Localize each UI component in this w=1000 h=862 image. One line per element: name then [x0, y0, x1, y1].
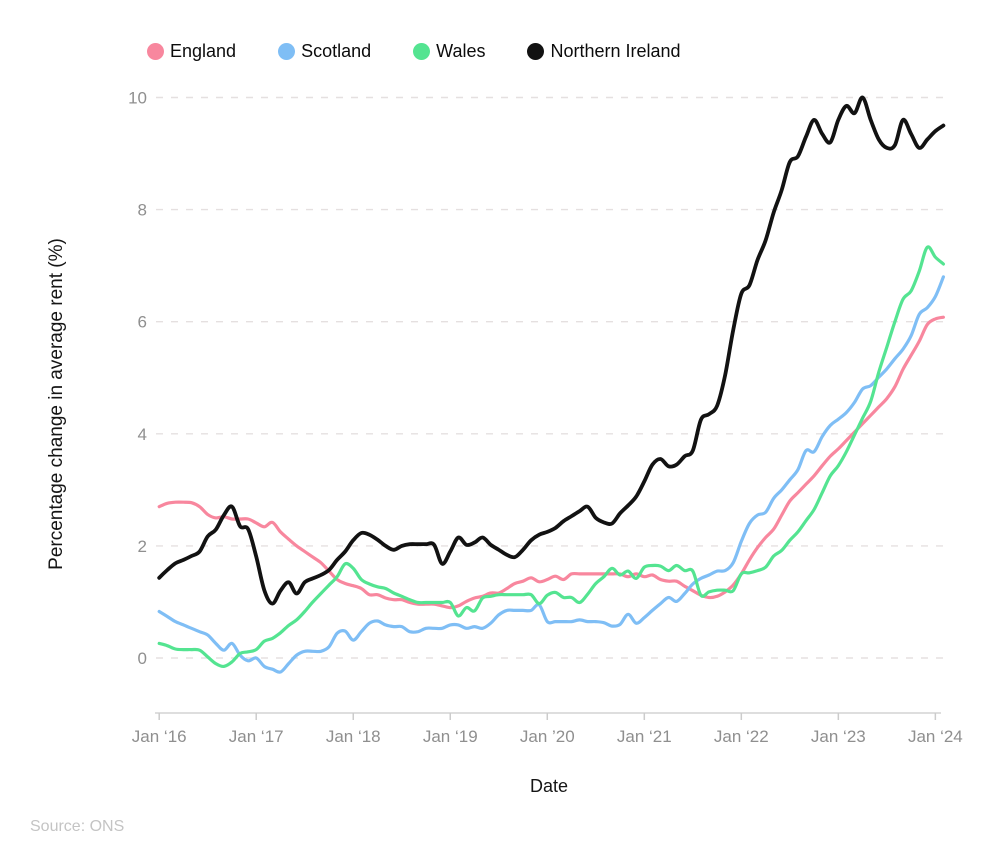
y-tick-label: 4: [138, 425, 147, 444]
legend-label: Scotland: [301, 41, 372, 61]
legend-item-northern-ireland[interactable]: Northern Ireland: [527, 41, 681, 61]
y-tick-label: 2: [138, 537, 147, 556]
x-axis-title: Date: [529, 776, 569, 796]
x-tick-label: Jan ‘24: [908, 727, 963, 746]
x-tick-label: Jan ‘19: [423, 727, 478, 746]
wales-series-dot-icon: [413, 42, 431, 60]
legend-item-england[interactable]: England: [147, 42, 236, 60]
legend-label: England: [170, 41, 237, 61]
x-tick-label: Jan ‘18: [326, 727, 381, 746]
northern-ireland-series-dot-icon: [527, 42, 545, 60]
series-line-england: [157, 315, 945, 610]
x-tick-label: Jan ‘22: [714, 727, 769, 746]
scotland-series-dot-icon: [278, 42, 296, 60]
legend-label: Northern Ireland: [550, 41, 681, 61]
x-tick-label: Jan ‘16: [132, 727, 187, 746]
series-line-northern-ireland: [157, 95, 946, 606]
y-tick-label: 0: [138, 649, 147, 668]
x-tick-label: Jan ‘17: [229, 727, 284, 746]
legend-label: Wales: [436, 41, 486, 61]
y-tick-label: 8: [138, 201, 147, 220]
x-tick-label: Jan ‘21: [617, 727, 672, 746]
series-line-wales: [157, 245, 945, 669]
legend-item-scotland[interactable]: Scotland: [278, 42, 371, 60]
x-tick-label: Jan ’20: [520, 727, 575, 746]
legend: England Scotland Wales Northern Ireland: [147, 42, 681, 60]
y-tick-label: 10: [128, 89, 147, 108]
y-tick-label: 6: [138, 313, 147, 332]
y-axis-title: Percentage change in average rent (%): [46, 238, 67, 570]
source-note: Source: ONS: [30, 818, 125, 835]
x-tick-label: Jan ‘23: [811, 727, 866, 746]
england-series-dot-icon: [147, 42, 164, 60]
legend-item-wales[interactable]: Wales: [413, 42, 485, 60]
series-line-scotland: [157, 275, 945, 674]
